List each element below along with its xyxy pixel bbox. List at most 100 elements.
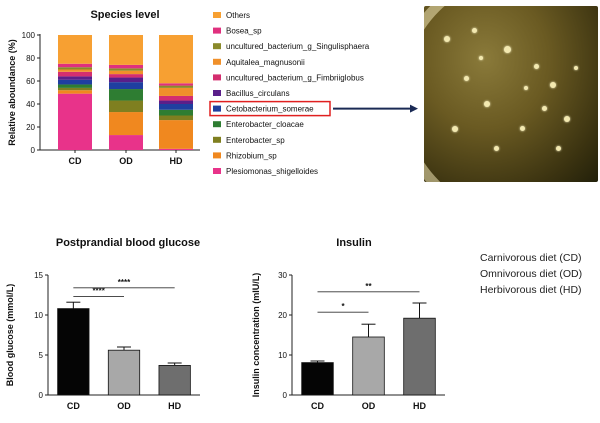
colony (494, 146, 499, 151)
colony (556, 146, 561, 151)
insulin-y-axis-label: Insulin concentration (mIU/L) (251, 273, 261, 398)
species-y-tick-label: 80 (26, 54, 35, 63)
stacked-bar-segment (159, 35, 193, 84)
stacked-bar-segment (109, 70, 143, 75)
stacked-bar-segment (109, 89, 143, 101)
culture-plate-photo (424, 6, 598, 182)
glucose-x-tick-label: OD (117, 401, 131, 411)
colony (564, 116, 570, 122)
glucose-bar (158, 364, 191, 396)
species-y-tick-label: 0 (31, 146, 36, 155)
stacked-bar-segment (159, 95, 193, 101)
stacked-bar-segment (159, 115, 193, 121)
legend-swatch (213, 58, 221, 65)
species-y-tick-label: 20 (26, 123, 35, 132)
species-x-tick-label: OD (119, 156, 133, 166)
legend-label: Others (226, 11, 250, 20)
insulin-y-tick-label: 30 (278, 271, 287, 280)
glucose-bar (57, 308, 90, 396)
stacked-bar-segment (159, 120, 193, 149)
legend-swatch (213, 136, 221, 143)
insulin-bar (403, 317, 436, 396)
glucose-y-tick-label: 0 (39, 391, 44, 400)
stacked-bar-segment (159, 104, 193, 110)
insulin-x-tick-label: HD (413, 401, 426, 411)
colony (534, 64, 539, 69)
insulin-y-tick-label: 0 (283, 391, 288, 400)
glucose-y-axis-label: Blood glucose (mmol/L) (5, 284, 15, 387)
colony (574, 66, 578, 70)
stacked-bar-segment (58, 67, 92, 70)
stacked-bar-segment (58, 84, 92, 88)
glucose-chart-title: Postprandial blood glucose (56, 237, 200, 249)
insulin-x-tick-label: OD (362, 401, 376, 411)
legend-swatch (213, 74, 221, 81)
stacked-bar-segment (109, 35, 143, 65)
stacked-bar-segment (159, 100, 193, 104)
insulin-bar (301, 362, 334, 396)
insulin-chart-title: Insulin (336, 237, 372, 249)
colony (484, 101, 490, 107)
glucose-bar (107, 349, 141, 396)
colony (479, 56, 483, 60)
stacked-bar-segment (58, 87, 92, 91)
glucose-y-tick-label: 10 (34, 311, 43, 320)
legend-label: Bacillus_circulans (226, 89, 290, 98)
stacked-bar-segment (58, 35, 92, 64)
species-y-tick-label: 40 (26, 100, 35, 109)
glucose-significance-label: **** (118, 278, 131, 287)
species-x-tick-label: CD (69, 156, 82, 166)
legend-swatch (213, 12, 221, 18)
insulin-significance-label: * (341, 302, 345, 311)
glucose-x-tick-label: CD (67, 401, 80, 411)
stacked-bar-segment (109, 82, 143, 90)
legend-highlight-box (209, 100, 331, 117)
legend-swatch (213, 121, 221, 128)
glucose-significance-label: **** (92, 287, 105, 296)
colony (444, 36, 450, 42)
diet-legend-hd: Herbivorous diet (HD) (480, 284, 582, 296)
colony (550, 82, 556, 88)
stacked-bar-segment (159, 85, 193, 88)
diet-legend-od: Omnivorous diet (OD) (480, 268, 583, 280)
colony (524, 86, 528, 90)
diet-legend-cd: Carnivorous diet (CD) (480, 252, 582, 264)
insulin-significance-label: ** (365, 282, 372, 291)
glucose-x-tick-label: HD (168, 401, 181, 411)
stacked-bar-segment (58, 79, 92, 85)
stacked-bar-segment (109, 135, 143, 150)
species-y-tick-label: 60 (26, 77, 35, 86)
stacked-bar-segment (109, 112, 143, 136)
legend-label: uncultured_bacterium_g_Fimbriiglobus (226, 73, 364, 82)
colony (504, 46, 511, 53)
legend-swatch (213, 43, 221, 50)
species-x-tick-label: HD (170, 156, 183, 166)
species-chart-title: Species level (90, 9, 159, 21)
legend-label: Enterobacter_cloacae (226, 120, 304, 129)
stacked-bar-segment (109, 68, 143, 71)
glucose-y-tick-label: 15 (34, 271, 43, 280)
legend-swatch (213, 27, 221, 34)
stacked-bar-segment (159, 109, 193, 116)
diet-legend: Carnivorous diet (CD) Omnivorous diet (O… (480, 250, 598, 298)
legend-swatch (213, 168, 221, 174)
legend-label: uncultured_bacterium_g_Singulisphaera (226, 42, 370, 51)
stacked-bar-segment (58, 93, 92, 150)
colony (464, 76, 469, 81)
species-y-tick-label: 100 (22, 31, 36, 40)
legend-label: Cetobacterium_somerae (226, 105, 314, 114)
insulin-y-tick-label: 20 (278, 311, 287, 320)
stacked-bar-segment (58, 63, 92, 68)
colony (542, 106, 547, 111)
stacked-bar-segment (58, 71, 92, 77)
stacked-bar-segment (159, 83, 193, 86)
colony (472, 28, 477, 33)
legend-label: Rhizobium_sp (226, 151, 277, 160)
stacked-bar-segment (159, 87, 193, 96)
legend-label: Bosea_sp (226, 27, 262, 36)
insulin-x-tick-label: CD (311, 401, 324, 411)
stacked-bar-segment (109, 64, 143, 69)
highlight-arrow-head (410, 104, 418, 113)
